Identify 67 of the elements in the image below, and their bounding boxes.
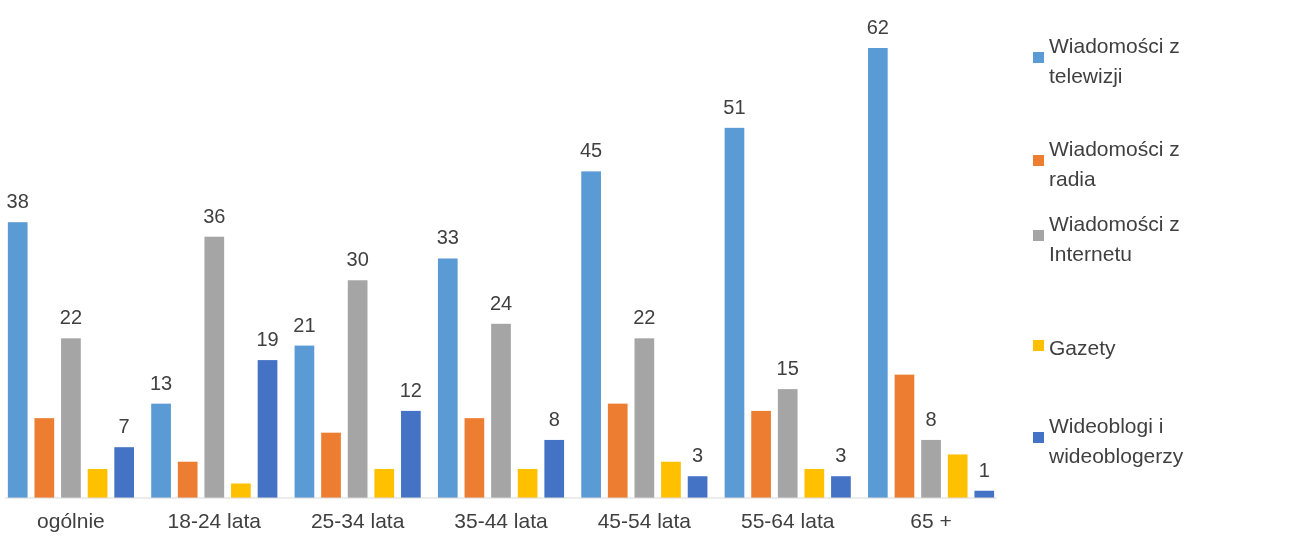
x-tick-label: 55-64 lata (741, 509, 835, 532)
bar (607, 403, 628, 498)
data-label: 51 (723, 95, 746, 118)
data-label: 62 (866, 16, 889, 38)
x-tick-label: 45-54 lata (597, 509, 692, 532)
data-label: 45 (580, 139, 603, 162)
bar (437, 258, 458, 498)
x-tick-label: 25-34 lata (310, 509, 405, 532)
data-label: 21 (293, 313, 316, 336)
x-tick-label: 18-24 lata (167, 509, 262, 532)
bar (661, 461, 681, 498)
legend-label: Wiadomości z Internetu (1049, 212, 1180, 265)
bar (894, 374, 915, 498)
bar (724, 127, 745, 498)
legend-label: Wiadomości z telewizji (1049, 34, 1180, 87)
x-tick-label: 65 + (910, 509, 952, 532)
legend-label: Wiadomości z radia (1049, 137, 1180, 190)
bar (231, 483, 251, 498)
bar (634, 338, 655, 498)
bar (87, 468, 108, 498)
bar (687, 476, 708, 498)
bar (294, 345, 315, 498)
bar (947, 454, 968, 498)
bar (204, 236, 225, 498)
legend-label: Gazety (1049, 336, 1117, 359)
bar (491, 323, 511, 498)
bar (401, 410, 421, 498)
x-tick-label: 35-44 lata (454, 509, 549, 532)
legend-label: Wideoblogi i wideoblogerzy (1048, 414, 1184, 467)
data-label: 19 (256, 328, 279, 351)
bar (257, 360, 278, 498)
data-label: 1 (978, 458, 990, 481)
data-label: 30 (346, 248, 369, 271)
bar (464, 418, 485, 498)
bar (151, 403, 171, 498)
bar (517, 468, 538, 498)
bar (61, 338, 81, 498)
data-label: 3 (692, 444, 704, 467)
data-label: 13 (149, 371, 173, 394)
bar (177, 461, 198, 498)
data-label: 24 (489, 291, 513, 314)
data-label: 7 (118, 415, 130, 438)
data-label: 15 (776, 357, 799, 380)
x-tick-label: ogólnie (37, 509, 105, 532)
data-label: 22 (633, 306, 656, 329)
bar (114, 447, 135, 498)
data-label: 36 (203, 204, 226, 227)
data-label: 33 (436, 226, 459, 249)
bar (831, 476, 851, 498)
data-label: 38 (6, 190, 29, 213)
bar (321, 432, 341, 498)
data-label: 3 (835, 444, 847, 467)
bar (544, 439, 565, 498)
data-label: 8 (548, 407, 560, 430)
bar (777, 389, 798, 498)
data-label: 22 (59, 306, 83, 329)
data-label: 8 (925, 407, 937, 430)
bar (921, 439, 941, 498)
bar (581, 171, 601, 498)
bar (751, 410, 771, 498)
bar (34, 418, 55, 498)
bar (347, 280, 368, 498)
bar (374, 468, 395, 498)
bar (7, 222, 28, 498)
bar (867, 48, 888, 498)
bar (804, 468, 825, 498)
data-label: 12 (399, 378, 422, 401)
